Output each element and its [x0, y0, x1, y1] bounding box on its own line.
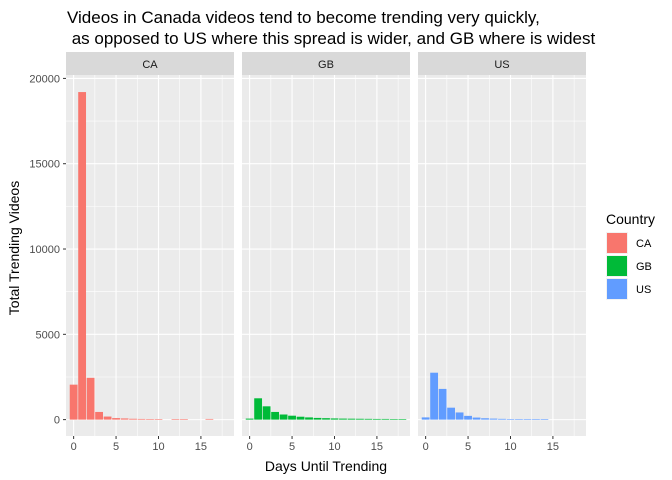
- x-tick-label: 0: [423, 441, 429, 453]
- bar-gb: [381, 418, 390, 420]
- bar-us: [447, 407, 455, 420]
- bar-gb: [330, 418, 339, 420]
- legend-label-us: US: [636, 284, 651, 296]
- x-tick-label: 15: [371, 441, 383, 453]
- bar-gb: [364, 418, 373, 420]
- y-tick-label: 0: [54, 415, 60, 427]
- bar-ca: [69, 384, 78, 420]
- bar-ca: [95, 411, 103, 420]
- facet-strip-label: CA: [142, 59, 158, 71]
- y-tick-label: 15000: [29, 159, 60, 171]
- bar-gb: [254, 398, 263, 420]
- facet-strip: [418, 52, 586, 75]
- facet-strip-label: GB: [318, 59, 334, 71]
- x-tick-label: 10: [504, 441, 516, 453]
- bar-us: [421, 417, 430, 420]
- facet-panels: CA GB US: [66, 52, 586, 436]
- bar-ca: [137, 418, 146, 420]
- x-tick-label: 0: [247, 441, 253, 453]
- bar-us: [438, 388, 447, 420]
- y-tick-label: 10000: [29, 244, 60, 256]
- bar-us: [489, 418, 498, 420]
- bar-us: [498, 418, 506, 420]
- chart-title-line-2: as opposed to US where this spread is wi…: [67, 29, 595, 48]
- bar-ca: [86, 377, 95, 420]
- bar-gb: [322, 418, 330, 420]
- bar-gb: [347, 418, 356, 420]
- x-tick-label: 5: [113, 441, 119, 453]
- bar-ca: [103, 416, 112, 420]
- bar-us: [532, 419, 540, 420]
- bar-us: [481, 418, 489, 420]
- bar-us: [523, 419, 532, 420]
- bar-us: [472, 417, 481, 420]
- x-tick-label: 10: [152, 441, 164, 453]
- facet-strip: [242, 52, 410, 75]
- bar-gb: [398, 419, 407, 420]
- facet-strip: [66, 52, 234, 75]
- panel-gb: GB: [242, 52, 410, 436]
- x-tick-label: 0: [71, 441, 77, 453]
- x-tick-label: 5: [465, 441, 471, 453]
- legend-label-ca: CA: [636, 238, 652, 250]
- y-tick-label: 20000: [29, 73, 60, 85]
- bar-us: [515, 419, 523, 420]
- legend-label-gb: GB: [636, 261, 652, 273]
- x-tick-label: 15: [195, 441, 207, 453]
- bar-ca: [146, 419, 154, 420]
- bar-gb: [262, 406, 271, 420]
- y-axis: 0 5000 10000 15000 20000: [29, 73, 66, 427]
- bar-ca: [180, 419, 188, 420]
- bar-gb: [279, 414, 288, 420]
- y-axis-label: Total Trending Videos: [6, 181, 22, 315]
- legend-swatch-us: [607, 279, 627, 299]
- x-axis-label: Days Until Trending: [265, 458, 387, 474]
- chart-title-line-1: Videos in Canada videos tend to become t…: [67, 8, 540, 27]
- bar-ca: [129, 418, 137, 420]
- panel-background: [66, 75, 234, 436]
- bar-gb: [305, 417, 313, 420]
- x-tick-label: 15: [547, 441, 559, 453]
- legend-swatch-gb: [607, 256, 627, 276]
- x-axes: 0 5 10 15 0 5 10 15 0 5 10 15: [71, 436, 559, 453]
- legend: Country CA GB US: [606, 211, 655, 300]
- bar-ca: [205, 418, 214, 420]
- bar-ca: [112, 418, 120, 420]
- bar-ca: [154, 419, 163, 420]
- bar-gb: [356, 418, 364, 420]
- bar-us: [455, 412, 464, 420]
- x-tick-label: 5: [289, 441, 295, 453]
- bar-us: [464, 415, 472, 420]
- bar-gb: [271, 411, 279, 420]
- bar-ca: [120, 418, 129, 420]
- bar-gb: [288, 415, 296, 420]
- panel-us: US: [418, 52, 586, 436]
- legend-swatch-ca: [607, 233, 627, 253]
- bar-us: [430, 372, 439, 420]
- bar-gb: [389, 419, 398, 420]
- y-tick-label: 5000: [36, 329, 60, 341]
- bar-ca: [78, 92, 87, 420]
- bar-us: [540, 419, 549, 420]
- panel-background: [242, 75, 410, 436]
- bar-ca: [171, 419, 180, 420]
- bar-gb: [373, 418, 381, 420]
- x-tick-label: 10: [328, 441, 340, 453]
- bar-gb: [296, 416, 305, 420]
- panel-ca: CA: [66, 52, 234, 436]
- panel-background: [418, 75, 586, 436]
- legend-title: Country: [606, 211, 655, 227]
- bar-us: [506, 419, 515, 420]
- bar-gb: [245, 418, 254, 420]
- bar-gb: [339, 418, 347, 420]
- bar-gb: [313, 417, 322, 420]
- facet-strip-label: US: [494, 59, 509, 71]
